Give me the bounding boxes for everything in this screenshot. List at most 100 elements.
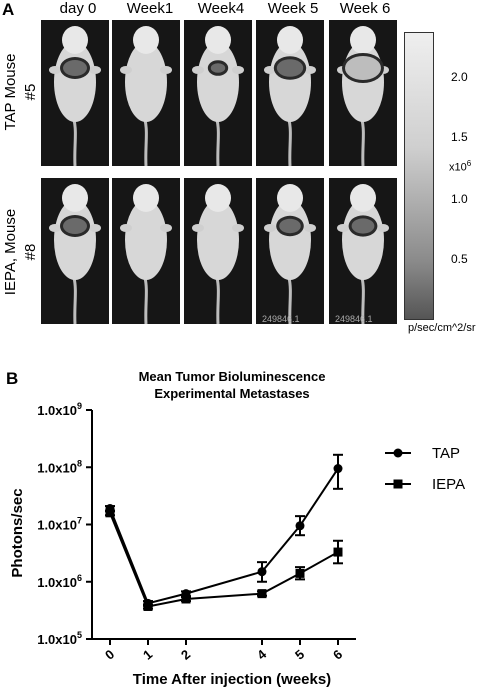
mouse-paw: [264, 224, 276, 232]
y-axis-label: Photons/sec: [9, 488, 26, 577]
mouse-paw: [337, 224, 349, 232]
series-line-iepa: [109, 512, 339, 608]
mouse-tail: [360, 119, 365, 166]
mouse-paw: [160, 224, 172, 232]
tumor-signal: [63, 218, 87, 234]
chart-title: Mean Tumor Bioluminescence: [139, 369, 326, 384]
intensity-colorbar: [404, 32, 434, 320]
tumor-signal: [279, 218, 301, 234]
tumor-signal: [210, 63, 226, 73]
mouse-paw: [120, 224, 132, 232]
data-point-iepa: [295, 568, 305, 578]
x-tick-label: 2: [178, 647, 193, 663]
x-tick-label: 5: [292, 647, 307, 663]
mouse-paw: [264, 66, 276, 74]
x-axis-label: Time After injection (weeks): [133, 671, 331, 688]
image-stamp: 249846.1: [262, 314, 300, 324]
legend-marker: [393, 448, 403, 458]
mouse-head: [350, 26, 376, 54]
row-label-tap: TAP Mouse #5: [1, 27, 41, 157]
mouse-tail: [360, 277, 365, 324]
mouse-paw: [232, 66, 244, 74]
mouse-head: [350, 184, 376, 212]
y-tick-label: 1.0x107: [37, 516, 82, 533]
colorbar-tick-1.5: 1.5: [451, 130, 468, 144]
chart-subtitle: Experimental Metastases: [154, 386, 309, 401]
mouse-tail: [287, 119, 292, 166]
week-label-week1: Week1: [126, 0, 174, 17]
mouse-head: [205, 26, 231, 54]
row-label-iepa: IEPA, Mouse #8: [1, 187, 41, 317]
panel-b-letter: B: [6, 369, 19, 388]
mouse-image-iepa-1: [112, 178, 180, 324]
data-point-iepa: [333, 547, 343, 557]
y-tick-label: 1.0x105: [37, 630, 82, 647]
colorbar-tick-2.0: 2.0: [451, 70, 468, 84]
mouse-tail: [287, 277, 292, 324]
mouse-image-tap-4: [329, 20, 397, 166]
colorbar-unit-label: p/sec/cm^2/sr: [408, 322, 476, 334]
mouse-head: [277, 184, 303, 212]
mouse-tail: [143, 277, 148, 324]
mouse-paw: [232, 224, 244, 232]
data-point-tap: [333, 464, 343, 474]
mouse-paw: [377, 224, 389, 232]
data-point-iepa: [143, 601, 153, 611]
mouse-image-tap-2: [184, 20, 252, 166]
mouse-head: [62, 184, 88, 212]
chart-axes: 1.0x105 1.0x106 1.0x107 1.0x108 1.0x109 0 1 2 4 5…: [37, 401, 356, 663]
legend-label-iepa: IEPA: [432, 476, 465, 493]
mouse-paw: [49, 66, 61, 74]
tumor-signal: [345, 56, 381, 80]
mouse-paw: [89, 224, 101, 232]
panel-a-letter: A: [2, 0, 15, 19]
data-point-iepa: [105, 508, 115, 518]
mouse-paw: [304, 66, 316, 74]
week-label-week6: Week 6: [339, 0, 391, 17]
tumor-signal: [276, 59, 304, 77]
mouse-paw: [304, 224, 316, 232]
mouse-head: [62, 26, 88, 54]
chart-legend: TAP IEPA: [385, 445, 465, 493]
mouse-image-iepa-4: [329, 178, 397, 324]
mouse-paw: [160, 66, 172, 74]
week-label-day0: day 0: [59, 0, 97, 17]
data-point-tap: [257, 567, 267, 577]
colorbar-tick-1.0: 1.0: [451, 192, 468, 206]
row-label-iepa-line1: IEPA, Mouse: [2, 208, 19, 296]
mouse-tail: [215, 277, 220, 324]
chart-series: [105, 453, 343, 611]
y-tick-label: 1.0x109: [37, 401, 82, 418]
mouse-body: [197, 42, 239, 122]
mouse-tail: [72, 277, 77, 324]
tumor-signal: [63, 60, 87, 76]
week-label-week5: Week 5: [267, 0, 319, 17]
mouse-tail: [72, 119, 77, 166]
legend-marker: [393, 479, 403, 489]
mouse-head: [133, 184, 159, 212]
mouse-paw: [89, 66, 101, 74]
x-tick-label: 1: [140, 647, 155, 663]
colorbar-multiplier: x106: [449, 159, 471, 174]
bioluminescence-chart: Mean Tumor Bioluminescence Experimental …: [9, 369, 465, 688]
mouse-image-tap-0: [41, 20, 109, 166]
legend-label-tap: TAP: [432, 445, 460, 462]
mouse-image-iepa-0: [41, 178, 109, 324]
mouse-body: [125, 200, 167, 280]
row-label-tap-line1: TAP Mouse: [2, 53, 19, 131]
mouse-head: [133, 26, 159, 54]
x-tick-label: 4: [254, 646, 270, 663]
mouse-image-iepa-2: [184, 178, 252, 324]
data-point-iepa: [257, 589, 267, 599]
mouse-paw: [120, 66, 132, 74]
tumor-signal: [351, 218, 375, 234]
mouse-image-iepa-3: [256, 178, 324, 324]
x-tick-label: 6: [330, 647, 345, 663]
mouse-tail: [215, 119, 220, 166]
data-point-iepa: [181, 594, 191, 604]
mouse-head: [205, 184, 231, 212]
mouse-paw: [49, 224, 61, 232]
mouse-body: [125, 42, 167, 122]
mouse-body: [197, 200, 239, 280]
mouse-image-tap-3: [256, 20, 324, 166]
